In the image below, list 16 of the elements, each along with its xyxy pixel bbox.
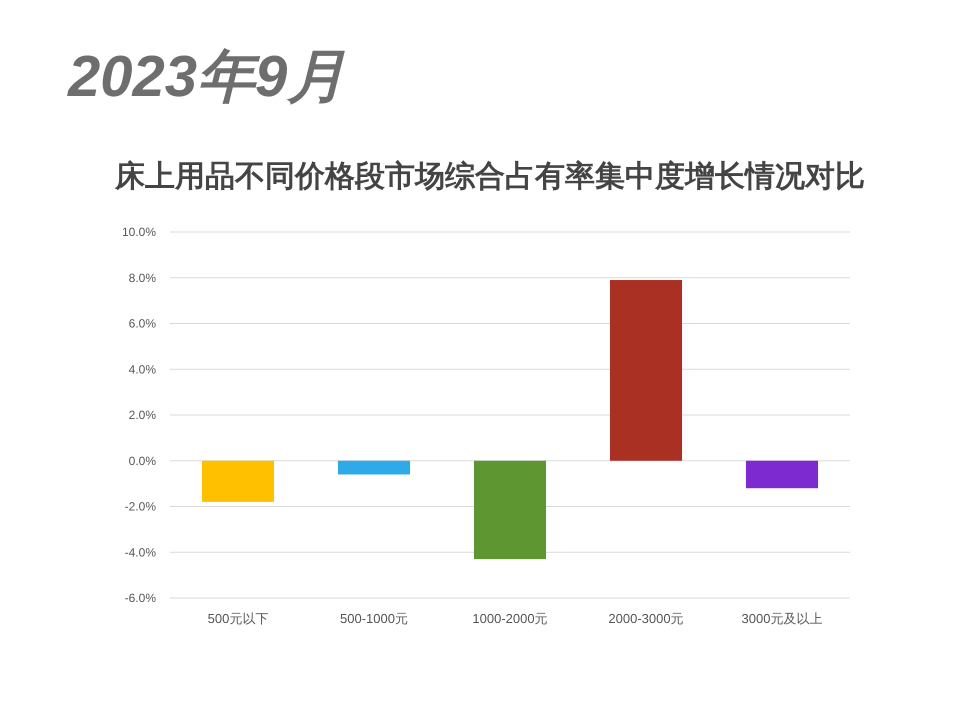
y-tick-label: 8.0%	[128, 270, 156, 285]
y-tick-label: 2.0%	[128, 408, 156, 422]
y-tick-label: 6.0%	[128, 316, 156, 330]
y-tick-label: 4.0%	[128, 362, 156, 376]
x-tick-label: 3000元及以上	[742, 611, 822, 626]
x-tick-label: 500元以下	[208, 611, 268, 626]
x-tick-label: 500-1000元	[340, 611, 408, 626]
chart-title: 床上用品不同价格段市场综合占有率集中度增长情况对比	[114, 159, 865, 193]
y-tick-label: -6.0%	[124, 591, 156, 605]
y-tick-label: 10.0%	[122, 225, 156, 239]
y-tick-label: -2.0%	[124, 500, 156, 514]
x-tick-label: 2000-3000元	[608, 611, 684, 626]
y-tick-label: -4.0%	[124, 545, 156, 560]
x-tick-label: 1000-2000元	[472, 611, 548, 626]
y-tick-label: 0.0%	[128, 454, 156, 468]
chart-subtitle: 2023年9月	[67, 44, 346, 109]
